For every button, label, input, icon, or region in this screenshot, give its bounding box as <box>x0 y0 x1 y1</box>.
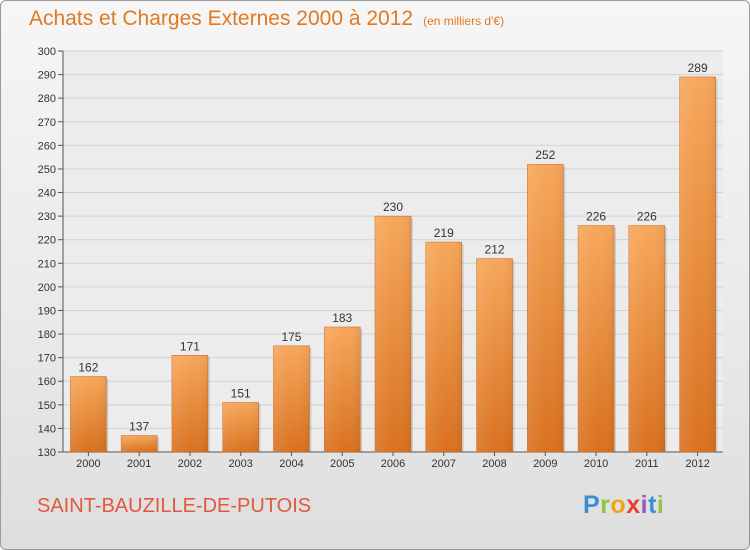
bar-value-label: 252 <box>535 148 555 162</box>
bar-highlight <box>375 216 411 452</box>
x-tick-label: 2008 <box>482 458 506 470</box>
y-tick-label: 210 <box>38 258 56 270</box>
bar-value-label: 171 <box>180 339 200 353</box>
y-tick-label: 140 <box>38 423 56 435</box>
bar-value-label: 226 <box>637 210 657 224</box>
bar-value-label: 151 <box>231 386 251 400</box>
proxiti-logo: Proxiti <box>583 491 665 519</box>
x-tick-label: 2007 <box>432 458 456 470</box>
y-tick-label: 150 <box>38 400 56 412</box>
bar-highlight <box>628 225 665 452</box>
bar-highlight <box>70 376 107 452</box>
y-tick-label: 200 <box>38 282 56 294</box>
y-tick-label: 290 <box>38 70 56 82</box>
bar-highlight <box>273 345 310 452</box>
bar-highlight <box>222 402 259 452</box>
y-tick-label: 130 <box>38 447 56 459</box>
bar-value-label: 289 <box>688 61 708 75</box>
chart-title: Achats et Charges Externes 2000 à 2012 (e… <box>29 7 504 31</box>
bar-value-label: 183 <box>332 311 352 325</box>
bar-value-label: 162 <box>78 361 98 375</box>
y-tick-label: 230 <box>38 211 56 223</box>
y-tick-label: 220 <box>38 235 56 247</box>
bar-highlight <box>324 326 361 452</box>
y-tick-label: 240 <box>38 188 56 200</box>
commune-name: SAINT-BAUZILLE-DE-PUTOIS <box>37 495 312 517</box>
bar-highlight <box>425 242 462 452</box>
x-tick-label: 2011 <box>635 458 659 470</box>
bar-highlight <box>121 435 158 452</box>
x-axis: 2000 2001 2002 2003 2004 2005 2006 2007 2008 2009… <box>76 452 710 470</box>
bar-highlight <box>527 164 564 453</box>
bar-value-label: 212 <box>485 243 505 257</box>
x-tick-label: 2001 <box>127 458 151 470</box>
x-tick-label: 2004 <box>279 458 303 470</box>
x-tick-label: 2010 <box>584 458 608 470</box>
x-tick-label: 2009 <box>533 458 557 470</box>
x-tick-label: 2005 <box>330 458 354 470</box>
x-tick-label: 2000 <box>76 458 100 470</box>
chart-unit: (en milliers d'€) <box>423 14 505 28</box>
bar-value-label: 137 <box>129 419 149 433</box>
bar-value-label: 226 <box>586 210 606 224</box>
x-tick-label: 2002 <box>178 458 202 470</box>
y-tick-label: 170 <box>38 353 56 365</box>
chart-title-text: Achats et Charges Externes 2000 à 2012 <box>29 7 414 30</box>
x-tick-label: 2003 <box>228 458 252 470</box>
bar-value-label: 230 <box>383 200 403 214</box>
x-tick-label: 2006 <box>381 458 405 470</box>
x-tick-label: 2012 <box>685 458 709 470</box>
y-tick-label: 160 <box>38 376 56 388</box>
bar-value-label: 219 <box>434 226 454 240</box>
y-tick-label: 280 <box>38 93 56 105</box>
bars: 162 137 171 151 175 183 230 219 212 252 226 226 289 <box>70 61 718 453</box>
bar-highlight <box>476 258 513 452</box>
bar-value-label: 175 <box>281 330 301 344</box>
y-tick-label: 300 <box>38 46 56 58</box>
y-tick-label: 260 <box>38 140 56 152</box>
bar-highlight <box>679 76 716 453</box>
y-tick-label: 190 <box>38 305 56 317</box>
bar-highlight <box>578 225 615 452</box>
y-tick-label: 270 <box>38 117 56 129</box>
y-tick-label: 180 <box>38 329 56 341</box>
bar-highlight <box>171 355 208 452</box>
y-tick-label: 250 <box>38 164 56 176</box>
